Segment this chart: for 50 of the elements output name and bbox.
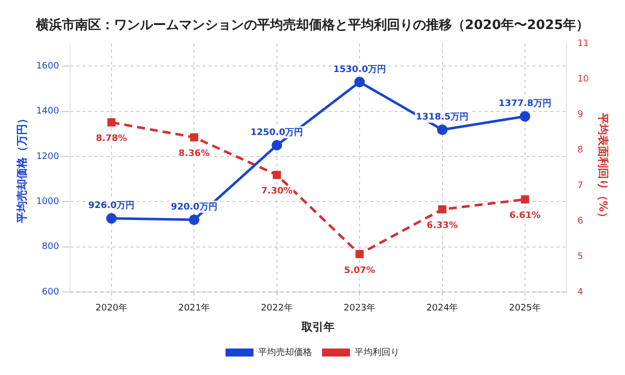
y2-tick-label: 5 bbox=[577, 252, 584, 262]
x-axis-title: 取引年 bbox=[300, 320, 335, 334]
x-tick-label: 2024年 bbox=[426, 302, 458, 314]
data-label: 1530.0万円 bbox=[333, 64, 386, 75]
point bbox=[188, 214, 200, 225]
x-tick-label: 2025年 bbox=[509, 302, 541, 314]
data-label: 8.78% bbox=[96, 134, 128, 144]
y2-tick-label: 8 bbox=[577, 145, 584, 156]
y-tick-label: 1400 bbox=[36, 106, 60, 117]
y2-tick-label: 4 bbox=[577, 287, 584, 298]
point bbox=[272, 170, 281, 179]
y2-tick-label: 10 bbox=[577, 74, 590, 84]
point bbox=[272, 140, 282, 150]
y2-axis-title: 平均表面利回り（%） bbox=[596, 112, 610, 223]
y-tick-label: 800 bbox=[42, 242, 60, 252]
y-tick-label: 600 bbox=[42, 287, 60, 298]
point bbox=[437, 124, 448, 135]
point bbox=[354, 76, 365, 88]
x-tick-label: 2020年 bbox=[96, 302, 128, 314]
data-label: 1250.0万円 bbox=[250, 127, 304, 138]
point bbox=[107, 118, 116, 126]
data-label: 1377.8万円 bbox=[498, 98, 552, 110]
legend-label: 平均売却価格 bbox=[258, 346, 312, 358]
point bbox=[438, 205, 446, 214]
x-tick-label: 2021年 bbox=[178, 302, 210, 314]
data-label: 920.0万円 bbox=[170, 202, 218, 213]
y-tick-label: 1200 bbox=[36, 152, 60, 162]
y-axis-title: 平均売却価格（万円） bbox=[15, 112, 28, 224]
x-tick-label: 2022年 bbox=[260, 302, 293, 314]
point bbox=[520, 195, 530, 204]
y-tick-label: 1000 bbox=[36, 197, 60, 208]
data-label: 6.61% bbox=[509, 211, 541, 222]
point bbox=[356, 250, 364, 258]
y2-tick-label: 11 bbox=[577, 38, 589, 49]
data-label: 926.0万円 bbox=[88, 200, 135, 212]
y2-tick-label: 7 bbox=[577, 180, 584, 191]
point bbox=[106, 213, 117, 224]
y-tick-label: 1600 bbox=[36, 62, 60, 72]
data-label: 7.30% bbox=[261, 186, 292, 197]
data-label: 5.07% bbox=[344, 266, 376, 276]
data-label: 6.33% bbox=[426, 221, 458, 232]
data-label: 1318.5万円 bbox=[416, 112, 469, 123]
data-label: 8.36% bbox=[178, 149, 210, 160]
point bbox=[520, 111, 530, 122]
legend-label: 平均利回り bbox=[354, 346, 400, 358]
chart-title: 横浜市南区：ワンルームマンションの平均売却価格と平均利回りの推移（2020年〜2025年） bbox=[34, 17, 590, 34]
y2-tick-label: 6 bbox=[577, 216, 584, 226]
point bbox=[190, 133, 198, 142]
y2-tick-label: 9 bbox=[577, 110, 584, 120]
x-tick-label: 2023年 bbox=[344, 302, 376, 314]
